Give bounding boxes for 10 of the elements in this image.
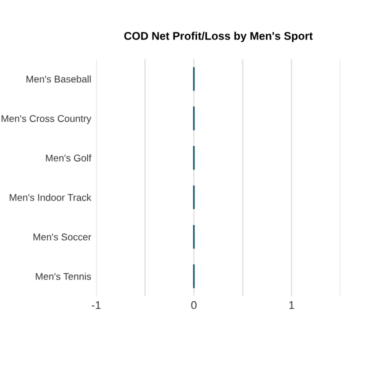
y-tick-label: Men's Tennis	[36, 272, 91, 280]
chart-title: COD Net Profit/Loss by Men's Sport	[124, 32, 313, 42]
x-tick-label: 0	[191, 301, 197, 310]
y-tick-label: Men's Golf	[46, 154, 92, 162]
x-tick-label: -1	[92, 301, 101, 309]
x-tick-label: 1	[289, 301, 294, 309]
y-tick-label: Men's Cross Country	[2, 115, 92, 124]
y-tick-label: Men's Indoor Track	[10, 194, 92, 201]
y-tick-label: Men's Baseball	[26, 75, 91, 83]
y-tick-label: Men's Soccer	[34, 234, 92, 240]
